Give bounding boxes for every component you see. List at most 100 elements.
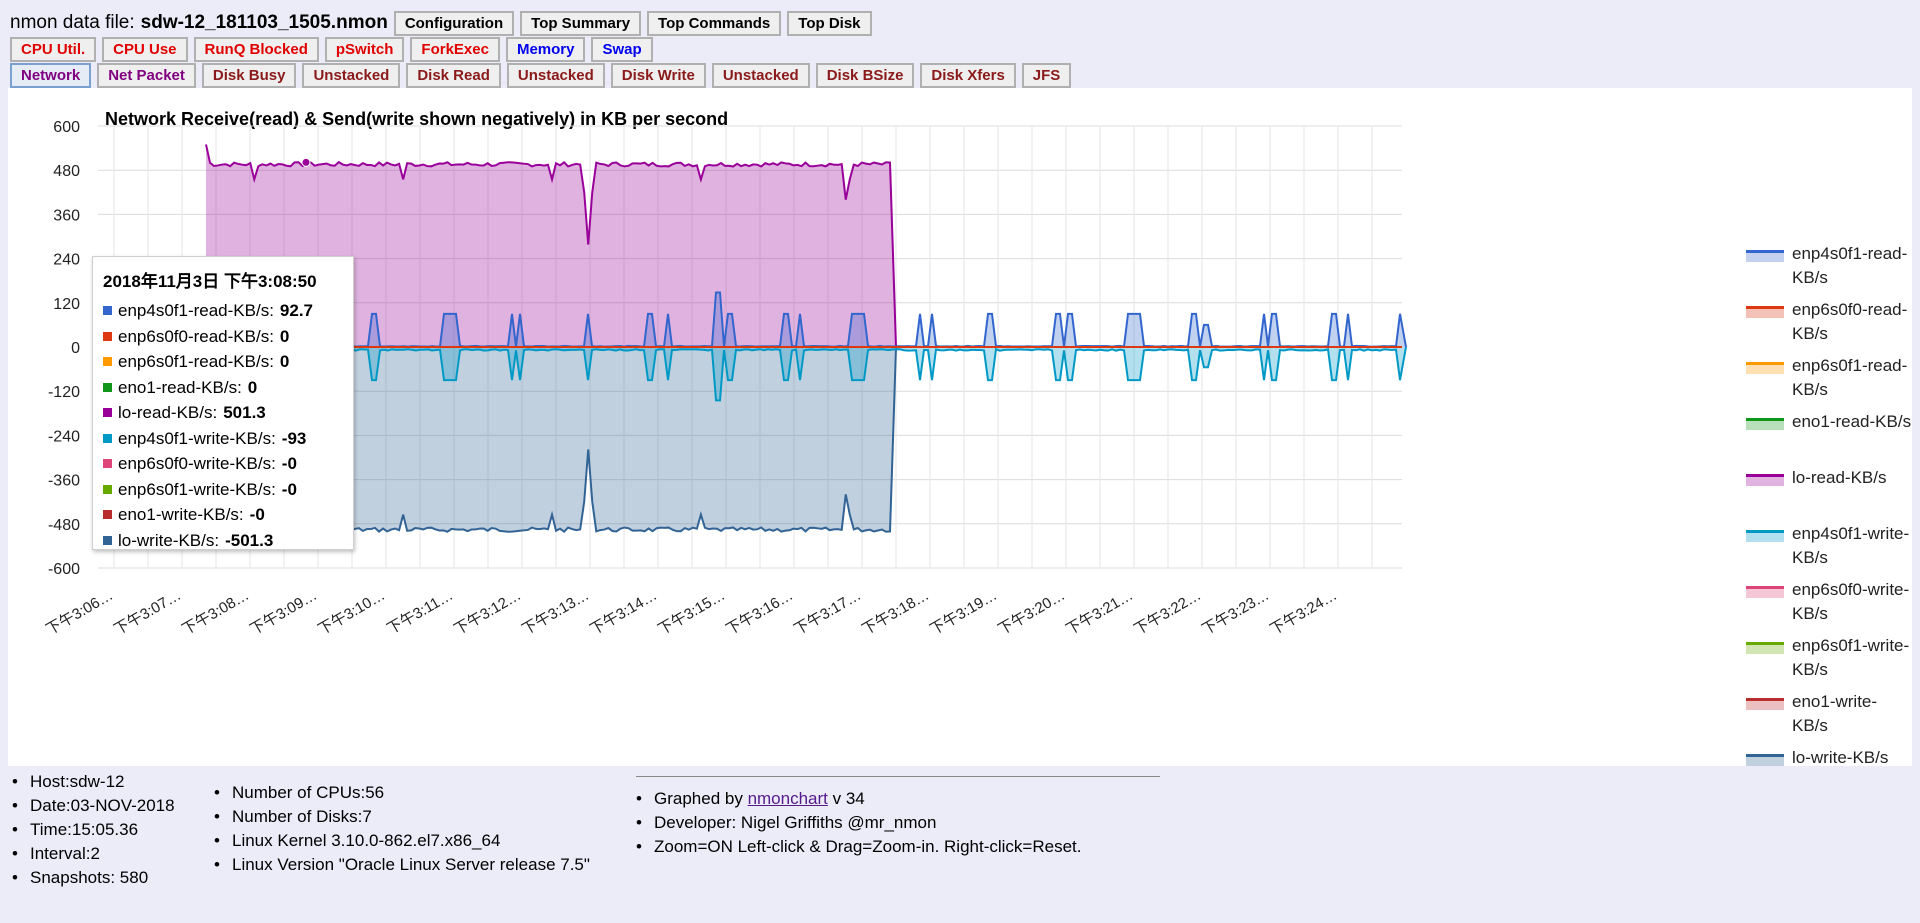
tooltip-swatch: [103, 433, 112, 443]
memory-button[interactable]: Memory: [505, 36, 586, 62]
legend-label: enp6s0f0-write-KB/s: [1792, 580, 1910, 623]
net-packet-button[interactable]: Net Packet: [97, 62, 196, 88]
developer-info: Developer: Nigel Griffiths @mr_nmon: [630, 811, 1082, 835]
forkexec-button[interactable]: ForkExec: [410, 36, 500, 62]
legend-label: enp6s0f1-write-KB/s: [1792, 636, 1910, 679]
disk-write-unstacked-button[interactable]: Unstacked: [711, 62, 810, 88]
tooltip-value: -0: [281, 479, 297, 499]
legend-swatch: [1746, 754, 1784, 766]
graphed-suffix: v 34: [827, 789, 865, 808]
file-name: sdw-12_181103_1505.nmon: [140, 12, 388, 33]
disk-read-button[interactable]: Disk Read: [406, 62, 501, 88]
tooltip-row: enp4s0f1-write-KB/s: -93: [103, 426, 343, 452]
y-axis-labels: 600 480 360 240 120 0 -120 -240 -360 -480 -600: [48, 119, 80, 578]
top-disk-button[interactable]: Top Disk: [787, 10, 872, 36]
disk-write-button[interactable]: Disk Write: [610, 62, 706, 88]
disk-read-unstacked-button[interactable]: Unstacked: [506, 62, 605, 88]
configuration-button[interactable]: Configuration: [393, 10, 515, 36]
file-label: nmon data file:: [10, 12, 135, 33]
y-tick-label: -600: [48, 561, 80, 578]
tooltip-value: -501.3: [225, 530, 274, 550]
legend-swatch: [1746, 698, 1784, 710]
tooltip-swatch: [103, 484, 112, 494]
file-header: nmon data file: sdw-12_181103_1505.nmon …: [10, 10, 878, 36]
legend-item[interactable]: enp6s0f0-read-KB/s: [1746, 298, 1918, 354]
legend-item[interactable]: enp6s0f0-write-KB/s: [1746, 578, 1918, 634]
tooltip-row: enp6s0f0-write-KB/s: -0: [103, 451, 343, 477]
legend-item[interactable]: eno1-read-KB/s: [1746, 410, 1918, 466]
x-tick-label: 下午3:20…: [995, 587, 1068, 639]
tooltip-label: eno1-write-KB/s:: [118, 505, 244, 524]
tooltip-row: lo-read-KB/s: 501.3: [103, 400, 343, 426]
top-commands-button[interactable]: Top Commands: [647, 10, 782, 36]
x-tick-label: 下午3:07…: [111, 587, 184, 639]
tooltip-label: lo-read-KB/s:: [118, 403, 218, 422]
tooltip-label: enp6s0f0-read-KB/s:: [118, 326, 274, 346]
x-tick-label: 下午3:06…: [43, 587, 116, 639]
credits-list: Graphed by nmonchart v 34 Developer: Nig…: [630, 787, 1082, 859]
lo-read-area: [206, 144, 896, 347]
legend-item[interactable]: enp6s0f1-write-KB/s: [1746, 634, 1918, 690]
disk-busy-button[interactable]: Disk Busy: [201, 62, 297, 88]
x-tick-label: 下午3:21…: [1063, 587, 1136, 639]
disk-busy-unstacked-button[interactable]: Unstacked: [302, 62, 401, 88]
network-chart-svg[interactable]: Network Receive(read) & Send(write shown…: [8, 88, 1912, 766]
disk-bsize-button[interactable]: Disk BSize: [815, 62, 915, 88]
tooltip-label: enp6s0f0-write-KB/s:: [118, 454, 276, 473]
tooltip-label: lo-write-KB/s:: [118, 530, 220, 550]
host-info: Host:sdw-12: [6, 770, 175, 794]
legend-label: lo-read-KB/s: [1792, 468, 1887, 487]
x-tick-label: 下午3:11…: [384, 587, 456, 638]
network-button[interactable]: Network: [10, 62, 92, 88]
tooltip-row: enp6s0f1-write-KB/s: -0: [103, 477, 343, 503]
jfs-button[interactable]: JFS: [1021, 62, 1072, 88]
x-tick-label: 下午3:12…: [451, 587, 524, 639]
pswitch-button[interactable]: pSwitch: [324, 36, 405, 62]
tooltip-value: 92.7: [279, 301, 314, 320]
legend-swatch: [1746, 418, 1784, 430]
x-tick-label: 下午3:08…: [179, 587, 252, 639]
swap-button[interactable]: Swap: [591, 36, 653, 62]
legend-item[interactable]: lo-write-KB/s: [1746, 746, 1918, 802]
y-tick-label: -360: [48, 473, 80, 490]
nmonchart-link[interactable]: nmonchart: [747, 789, 828, 808]
enp4s0f1-write-area: [292, 347, 1406, 401]
system-info-list: Number of CPUs:56 Number of Disks:7 Linu…: [208, 781, 590, 877]
cpu-use-button[interactable]: CPU Use: [102, 36, 188, 62]
tooltip-value: -0: [281, 454, 297, 473]
tooltip-swatch: [103, 331, 112, 341]
y-tick-label: 360: [53, 207, 80, 224]
legend-item[interactable]: lo-read-KB/s: [1746, 466, 1918, 522]
tooltip-swatch: [103, 510, 112, 520]
legend-item[interactable]: enp6s0f1-read-KB/s: [1746, 354, 1918, 410]
tooltip-swatch: [103, 535, 112, 545]
cpu-count-info: Number of CPUs:56: [208, 781, 590, 805]
tooltip-row: eno1-read-KB/s: 0: [103, 375, 343, 401]
runq-blocked-button[interactable]: RunQ Blocked: [193, 36, 319, 62]
legend-label: eno1-write-KB/s: [1792, 692, 1878, 735]
cpu-util-button[interactable]: CPU Util.: [10, 36, 97, 62]
tooltip-row: enp6s0f1-read-KB/s: 0: [103, 349, 343, 375]
legend-item[interactable]: enp4s0f1-write-KB/s: [1746, 522, 1918, 578]
legend-label: enp6s0f1-read-KB/s: [1792, 356, 1908, 399]
tooltip-value: -0: [249, 505, 265, 524]
tooltip-row: enp4s0f1-read-KB/s: 92.7: [103, 298, 343, 324]
lo-read-line: [205, 144, 897, 348]
tooltip-label: enp6s0f1-read-KB/s:: [118, 352, 274, 371]
disk-xfers-button[interactable]: Disk Xfers: [920, 62, 1016, 88]
x-tick-label: 下午3:22…: [1131, 587, 1204, 639]
legend-swatch: [1746, 250, 1784, 262]
y-tick-label: 0: [71, 340, 80, 357]
chart-legend: enp4s0f1-read-KB/s enp6s0f0-read-KB/s en…: [1746, 242, 1918, 802]
x-tick-label: 下午3:13…: [519, 587, 592, 639]
tooltip-row: lo-write-KB/s: -501.3: [103, 528, 343, 554]
zoom-info: Zoom=ON Left-click & Drag=Zoom-in. Right…: [630, 835, 1082, 859]
top-summary-button[interactable]: Top Summary: [520, 10, 642, 36]
tooltip-row: eno1-write-KB/s: -0: [103, 502, 343, 528]
tooltip-swatch: [103, 306, 112, 316]
hover-point: [301, 157, 311, 167]
date-info: Date:03-NOV-2018: [6, 794, 175, 818]
legend-item[interactable]: enp4s0f1-read-KB/s: [1746, 242, 1918, 298]
legend-item[interactable]: eno1-write-KB/s: [1746, 690, 1918, 746]
y-tick-label: 240: [53, 252, 80, 269]
